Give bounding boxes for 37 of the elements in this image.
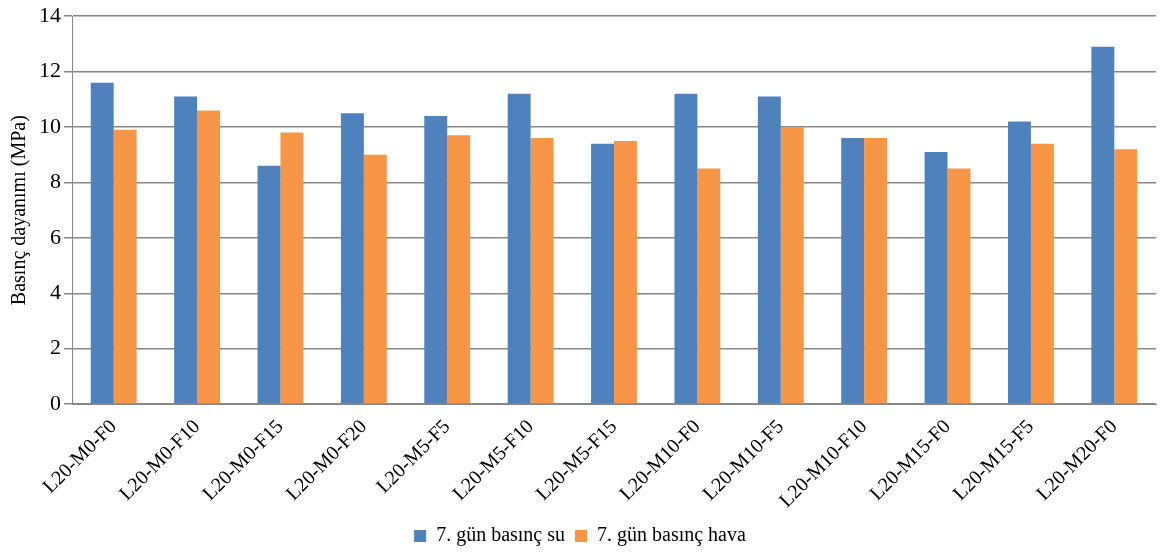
bar	[591, 143, 614, 404]
bar	[1091, 46, 1115, 404]
bar	[113, 129, 137, 404]
y-tick-label: 4	[50, 279, 61, 305]
y-tick-label: 14	[39, 1, 61, 27]
bar	[174, 96, 198, 404]
y-tick-label: 6	[50, 223, 61, 249]
bar	[340, 113, 364, 404]
bar	[1007, 121, 1031, 404]
bar	[363, 154, 387, 404]
bar	[841, 138, 865, 404]
y-tick-label: 0	[50, 389, 61, 415]
y-tick-label: 10	[39, 112, 61, 138]
bar	[780, 127, 804, 404]
bar	[674, 93, 698, 404]
bar	[280, 132, 304, 404]
bar	[947, 168, 971, 404]
y-tick-label: 8	[50, 168, 61, 194]
bar	[697, 168, 721, 404]
y-axis-title: Basınç dayanımı (MPa)	[7, 115, 31, 306]
bar	[614, 140, 637, 404]
bar	[447, 135, 471, 404]
bar	[924, 151, 948, 404]
bar	[530, 138, 554, 404]
legend-label: 7. gün basınç su	[436, 523, 566, 547]
legend-label: 7. gün basınç hava	[597, 523, 746, 547]
bar	[424, 115, 448, 404]
bar	[757, 96, 781, 404]
y-tick-label: 12	[39, 57, 61, 83]
bar	[197, 110, 221, 404]
bar	[864, 138, 888, 404]
bar	[1114, 149, 1138, 404]
bar	[257, 165, 281, 404]
bar	[507, 93, 531, 404]
bar	[1030, 143, 1054, 404]
y-tick-label: 2	[50, 334, 61, 360]
bar	[90, 82, 114, 404]
